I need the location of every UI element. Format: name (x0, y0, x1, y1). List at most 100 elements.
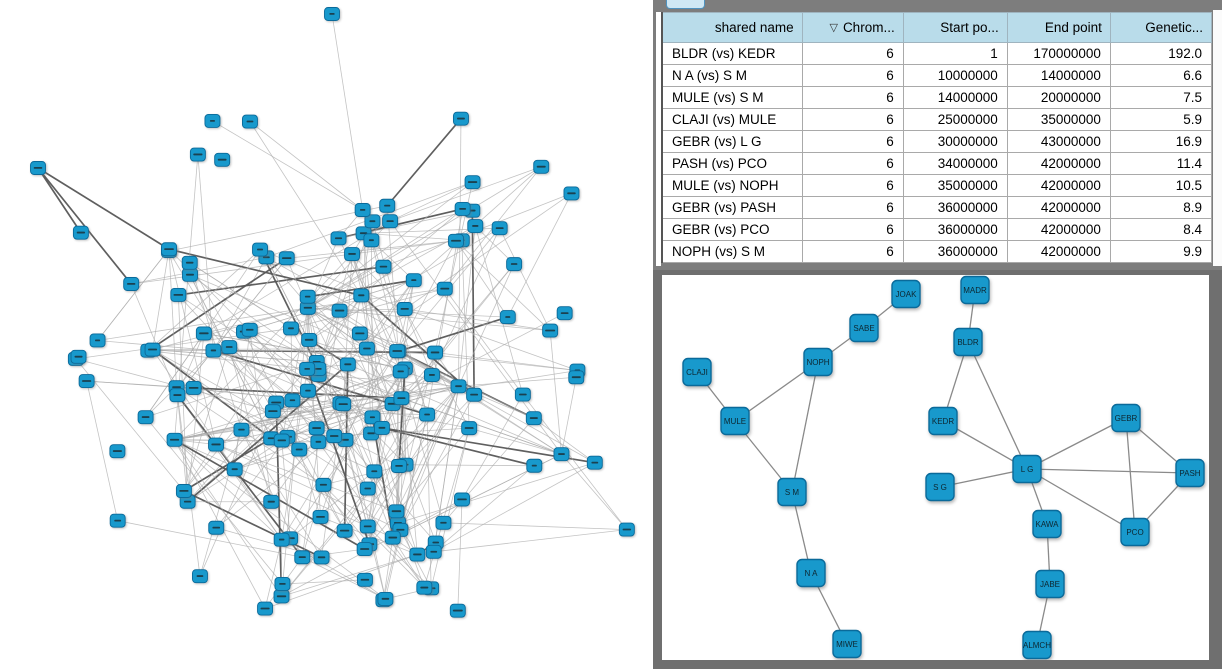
network-edge[interactable] (396, 386, 459, 512)
network-node-GEBR[interactable]: GEBR (1111, 403, 1141, 433)
network-node[interactable] (181, 255, 198, 270)
network-edge[interactable] (152, 348, 367, 351)
network-node[interactable] (299, 383, 316, 398)
network-edge[interactable] (431, 228, 501, 376)
network-node-ALMCH[interactable]: ALMCH (1022, 630, 1052, 660)
network-node[interactable] (425, 544, 442, 559)
network-edge[interactable] (307, 166, 542, 309)
network-node[interactable] (278, 251, 295, 266)
network-node[interactable] (423, 368, 440, 382)
network-edge[interactable] (473, 394, 596, 464)
cell-value[interactable]: 6 (801, 152, 904, 175)
network-node-JABE[interactable]: JABE (1035, 569, 1065, 599)
network-node[interactable] (274, 577, 291, 591)
network-edge[interactable] (404, 308, 551, 331)
network-edge[interactable] (334, 427, 470, 437)
network-node[interactable] (553, 447, 570, 462)
network-edge[interactable] (318, 368, 562, 455)
network-node[interactable] (454, 492, 470, 507)
table-row[interactable]: CLAJI (vs) MULE 6 25000000 35000000 5.9 (661, 108, 1213, 131)
network-edge[interactable] (499, 228, 551, 331)
network-edge[interactable] (401, 312, 565, 399)
network-node[interactable] (542, 323, 559, 338)
network-node[interactable] (359, 481, 376, 496)
cell-value[interactable]: 36000000 (902, 240, 1008, 263)
cell-value[interactable]: 43000000 (1006, 130, 1111, 153)
network-edge[interactable] (265, 257, 341, 404)
network-edge[interactable] (183, 339, 310, 492)
network-node[interactable] (273, 532, 290, 547)
network-node[interactable] (330, 231, 347, 246)
cell-value[interactable]: 30000000 (902, 130, 1008, 153)
network-node-NOPH[interactable]: NOPH (803, 347, 833, 377)
network-node[interactable] (89, 333, 106, 348)
network-edge[interactable] (307, 307, 369, 527)
network-edge[interactable] (561, 453, 628, 530)
network-edge[interactable] (397, 462, 595, 524)
cell-value[interactable]: 36000000 (902, 218, 1008, 241)
table-row[interactable]: BLDR (vs) KEDR 6 1 170000000 192.0 (661, 42, 1213, 65)
network-node[interactable] (185, 380, 202, 395)
network-node[interactable] (299, 289, 316, 304)
network-node[interactable] (435, 515, 452, 530)
network-node[interactable] (273, 433, 290, 448)
cell-value[interactable]: 5.9 (1109, 108, 1213, 131)
network-node[interactable] (358, 341, 375, 356)
network-node[interactable] (192, 569, 208, 584)
network-edge[interactable] (281, 440, 370, 545)
network-edge[interactable] (281, 374, 433, 441)
table-row[interactable]: NOPH (vs) S M 6 36000000 42000000 9.9 (661, 240, 1213, 263)
network-edge[interactable] (401, 263, 515, 399)
cell-shared-name[interactable]: MULE (vs) S M (661, 86, 803, 109)
network-node[interactable] (391, 459, 407, 473)
network-edge[interactable] (374, 385, 459, 472)
network-edge[interactable] (433, 465, 535, 553)
cell-value[interactable]: 6 (801, 174, 904, 197)
cell-value[interactable]: 34000000 (902, 152, 1008, 175)
network-edge[interactable] (307, 266, 384, 309)
network-node[interactable] (326, 429, 343, 444)
network-node[interactable] (427, 345, 443, 360)
cell-value[interactable]: 42000000 (1006, 196, 1111, 219)
cell-value[interactable]: 6.6 (1109, 64, 1213, 87)
network-node[interactable] (364, 410, 381, 425)
network-node[interactable] (467, 219, 484, 233)
network-node[interactable] (344, 247, 360, 261)
network-node[interactable] (175, 484, 192, 498)
network-node[interactable] (233, 422, 250, 437)
network-edge[interactable] (461, 394, 524, 500)
network-node[interactable] (335, 397, 352, 412)
network-edge[interactable] (366, 348, 393, 405)
network-edge[interactable] (307, 307, 368, 349)
network-edge[interactable] (433, 529, 627, 553)
network-edge[interactable] (147, 257, 288, 352)
network-edge[interactable] (320, 439, 346, 518)
cell-value[interactable]: 42000000 (1006, 152, 1111, 175)
network-edge[interactable] (86, 380, 177, 388)
network-edge[interactable] (430, 428, 470, 589)
network-node[interactable] (30, 161, 46, 175)
network-node-PCO[interactable]: PCO (1120, 517, 1150, 547)
cell-value[interactable]: 9.9 (1109, 240, 1213, 263)
network-node[interactable] (392, 364, 409, 379)
network-edge[interactable] (369, 427, 470, 545)
network-edge[interactable] (228, 346, 272, 502)
network-node[interactable] (294, 550, 311, 565)
network-edge[interactable] (168, 205, 388, 252)
network-node[interactable] (389, 344, 406, 359)
network-edge[interactable] (307, 208, 463, 309)
cell-value[interactable]: 7.5 (1109, 86, 1213, 109)
network-node-CLAJI[interactable]: CLAJI (682, 357, 712, 387)
network-node[interactable] (396, 302, 413, 316)
network-edge[interactable] (318, 374, 406, 466)
network-edge[interactable] (363, 232, 462, 241)
cell-value[interactable]: 35000000 (902, 174, 1008, 197)
network-edge[interactable] (318, 295, 362, 370)
network-node[interactable] (137, 410, 154, 425)
network-node[interactable] (354, 203, 371, 217)
table-row[interactable]: GEBR (vs) L G 6 30000000 43000000 16.9 (661, 130, 1213, 153)
network-edge[interactable] (549, 330, 562, 455)
network-edge[interactable] (426, 414, 432, 589)
network-edge[interactable] (281, 488, 369, 597)
network-node-MULE[interactable]: MULE (720, 406, 750, 436)
